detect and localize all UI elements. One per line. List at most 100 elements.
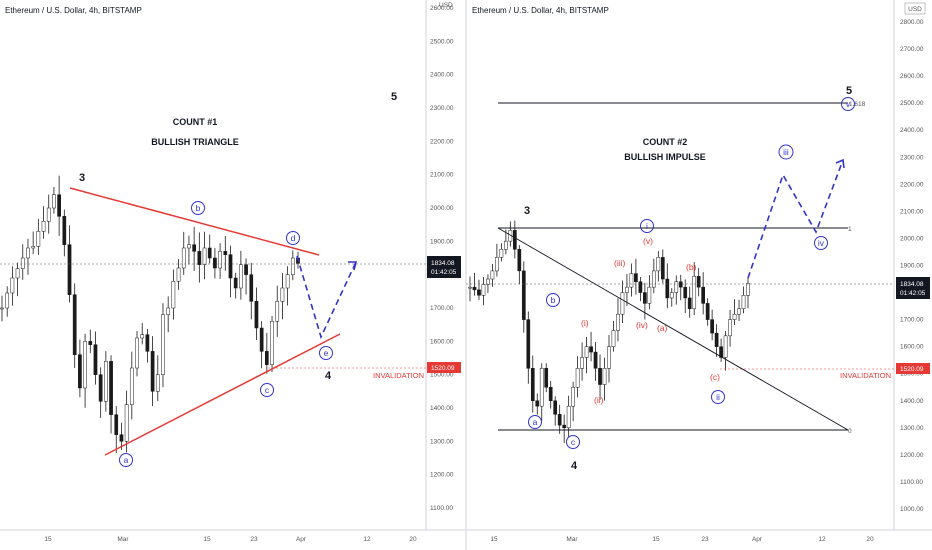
price-tag <box>427 256 461 278</box>
fib-1618-label: 1.618 <box>849 101 866 108</box>
candle-body <box>244 264 248 275</box>
x-tick-label: 12 <box>818 536 826 543</box>
x-tick-label: 23 <box>701 536 709 543</box>
candle-body <box>719 346 723 358</box>
candle-body <box>575 368 580 388</box>
chart-title: Ethereum / U.S. Dollar, 4h, BITSTAMP <box>5 6 142 15</box>
candle-body <box>593 351 598 369</box>
candle-body <box>202 247 207 265</box>
subwave-i-label: (i) <box>581 318 589 328</box>
y-tick-label: 1400.00 <box>430 405 454 412</box>
fib-0-label: 0 <box>848 428 852 435</box>
wave-iv-text: iv <box>818 238 825 248</box>
invalidation-tag <box>427 362 461 373</box>
candle-body <box>98 374 103 402</box>
candle-body <box>737 308 741 315</box>
candle-body <box>93 344 98 375</box>
candle-body <box>472 286 477 291</box>
y-tick-label: 2100.00 <box>430 172 454 179</box>
y-tick-label: 2700.00 <box>900 46 924 53</box>
candle-body <box>611 330 616 347</box>
y-tick-label: 2600.00 <box>430 5 454 12</box>
candle-body <box>52 194 56 209</box>
candle-body <box>701 286 706 304</box>
subwave-b-label: (b) <box>686 262 697 272</box>
candle-body <box>223 251 228 255</box>
candle-body <box>192 244 196 252</box>
candle-body <box>78 354 82 389</box>
wave-b-label: b <box>191 201 205 215</box>
candle-body <box>486 278 490 285</box>
x-tick-label: Apr <box>752 536 763 543</box>
candle-body <box>481 284 486 296</box>
wave-c2-label: c <box>566 435 580 449</box>
wave-5-circle: v <box>841 97 855 111</box>
y-tick-label: 2100.00 <box>900 208 924 215</box>
candle-body <box>129 367 134 405</box>
candle-body <box>517 249 522 272</box>
candle-body <box>548 387 553 402</box>
candle-body <box>616 313 620 331</box>
y-tick-label: 2300.00 <box>430 105 454 112</box>
price-tag-value: 1834.08 <box>431 260 455 267</box>
wave-iii-text: iii <box>783 147 789 157</box>
wave-iii-label: iii <box>778 144 794 160</box>
candle-body <box>571 387 575 407</box>
candle-body <box>696 276 701 288</box>
candle-body <box>638 281 643 293</box>
count-title-2: COUNT #2 <box>643 137 688 147</box>
candle-body <box>495 257 499 272</box>
x-tick-label: Apr <box>296 536 307 543</box>
candle-body <box>72 294 77 355</box>
count-title: COUNT #1 <box>173 117 218 127</box>
candle-body <box>687 297 692 310</box>
candle-body <box>119 434 124 442</box>
candle-body <box>249 274 254 302</box>
candle-body <box>254 301 259 329</box>
projection-path <box>296 255 357 340</box>
candle-body <box>530 368 535 402</box>
subwave-v-label: (v) <box>643 236 653 246</box>
candle-body <box>625 286 629 293</box>
chart-panel-count2: Ethereum / U.S. Dollar, 4h, BITSTAMP USD… <box>466 0 932 543</box>
candle-body <box>109 361 113 415</box>
currency-label: USD <box>439 2 453 9</box>
candle-body <box>233 277 238 289</box>
candle-body <box>213 257 217 269</box>
projection-path-2 <box>747 159 844 279</box>
candle-body <box>228 254 233 279</box>
candle-body <box>239 264 243 289</box>
candle-body <box>270 321 274 365</box>
x-tick-label: 23 <box>250 536 258 543</box>
candle-body <box>714 332 719 347</box>
invalidation-label: INVALIDATION <box>373 371 424 380</box>
triangle-upper-line <box>69 187 320 256</box>
price-tag-2 <box>896 277 930 299</box>
candle-body <box>88 341 93 345</box>
projection-arrow <box>348 261 358 271</box>
candle-body <box>181 247 186 269</box>
candle-body <box>468 286 472 289</box>
x-tick-label: 20 <box>866 536 874 543</box>
y-tick-label: 2500.00 <box>430 38 454 45</box>
candle-body <box>732 313 737 320</box>
candle-body <box>580 357 584 369</box>
y-tick-label: 1600.00 <box>900 344 924 351</box>
wave-b2-label: b <box>546 293 560 307</box>
candle-body <box>620 292 625 315</box>
candle-body <box>285 274 290 289</box>
x-tick-labels: 15 Mar 15 23 Apr 12 20 <box>44 536 417 543</box>
candle-body <box>280 287 285 302</box>
wave-3-label: 3 <box>79 172 85 184</box>
candle-body <box>728 319 732 337</box>
count-subtitle: BULLISH TRIANGLE <box>151 137 239 147</box>
price-tag-value-2: 1834.08 <box>900 281 924 288</box>
y-tick-label: 1300.00 <box>430 438 454 445</box>
candle-body <box>566 405 571 429</box>
candle-body <box>710 319 714 334</box>
candle-body <box>176 267 181 282</box>
candle-body <box>259 327 264 352</box>
wave-c-text: c <box>265 385 270 395</box>
wave-c-label: c <box>260 383 274 397</box>
